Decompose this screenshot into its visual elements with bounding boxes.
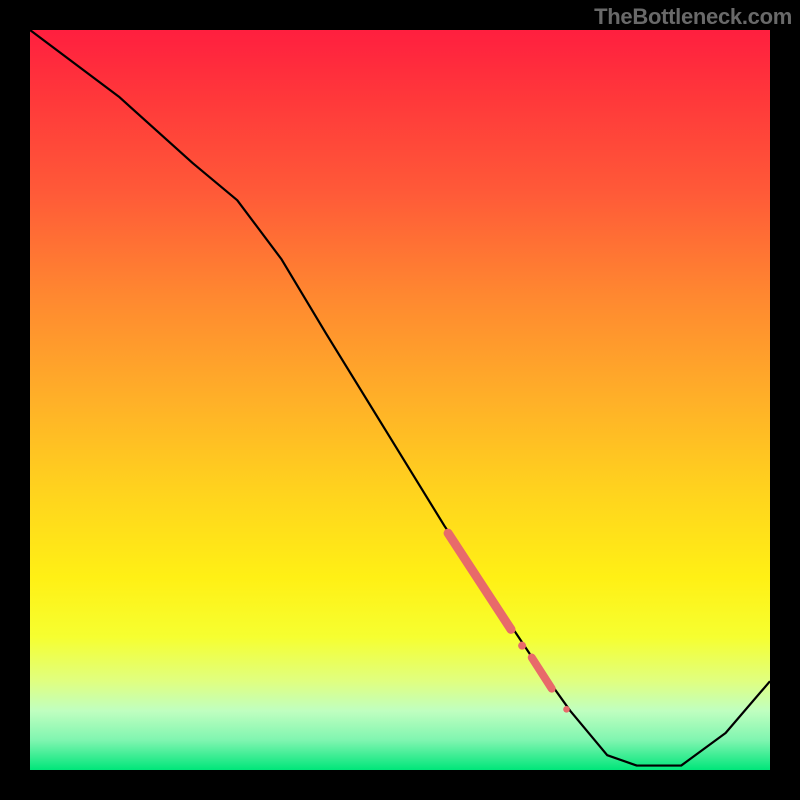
figure-container: TheBottleneck.com [0,0,800,800]
plot-area [30,30,770,770]
marker-dot [518,642,526,650]
chart-svg [30,30,770,770]
marker-dot [563,706,570,713]
gradient-background [30,30,770,770]
watermark-text: TheBottleneck.com [594,4,792,30]
